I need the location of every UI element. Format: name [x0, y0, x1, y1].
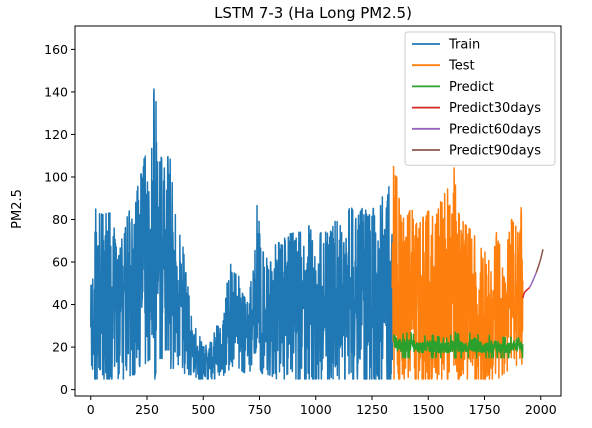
- y-tick-label: 20: [52, 340, 68, 355]
- plot-frame: [74, 25, 562, 397]
- x-tick-label: 500: [191, 402, 215, 417]
- series-line-predict30days: [522, 287, 531, 299]
- legend-label-test: Test: [448, 59, 475, 74]
- y-tick-label: 40: [52, 297, 68, 312]
- x-tick-label: 1000: [300, 402, 332, 417]
- series-line-predict90days: [535, 249, 544, 273]
- y-tick-label: 80: [52, 212, 68, 227]
- series-line-test: [391, 165, 524, 380]
- legend: Train Test Predict Predict30days Predict60da…: [404, 31, 556, 166]
- y-tick-label: 160: [44, 42, 68, 57]
- series-line-train: [90, 88, 393, 380]
- legend-box: [404, 31, 556, 166]
- legend-label-train: Train: [448, 38, 480, 53]
- x-tick-label: 250: [135, 402, 159, 417]
- x-tick-label: 1500: [412, 402, 444, 417]
- y-axis: 0 20 40 60 80 100 120 140 160: [44, 42, 75, 397]
- y-tick-label: 120: [44, 127, 68, 142]
- legend-label-predict30days: Predict30days: [449, 101, 541, 116]
- x-tick-label: 2000: [525, 402, 557, 417]
- y-tick-label: 140: [44, 84, 68, 99]
- x-tick-label: 1250: [356, 402, 388, 417]
- chart-title: LSTM 7-3 (Ha Long PM2.5): [214, 4, 412, 22]
- y-tick-label: 60: [52, 255, 68, 270]
- legend-label-predict90days: Predict90days: [449, 144, 541, 159]
- x-tick-label: 750: [248, 402, 272, 417]
- y-tick-label: 0: [60, 382, 68, 397]
- x-tick-label: 1750: [469, 402, 501, 417]
- legend-label-predict60days: Predict60days: [449, 122, 541, 137]
- series-line-predict: [393, 331, 524, 359]
- x-tick-label: 0: [87, 402, 95, 417]
- y-tick-label: 100: [44, 169, 68, 184]
- plot-area: [90, 88, 544, 380]
- legend-label-predict: Predict: [449, 80, 494, 95]
- series-line-predict60days: [528, 272, 537, 288]
- y-axis-title: PM2.5: [10, 189, 25, 229]
- x-axis: 0 250 500 750 1000 1250 1500 1750 2000: [87, 396, 557, 417]
